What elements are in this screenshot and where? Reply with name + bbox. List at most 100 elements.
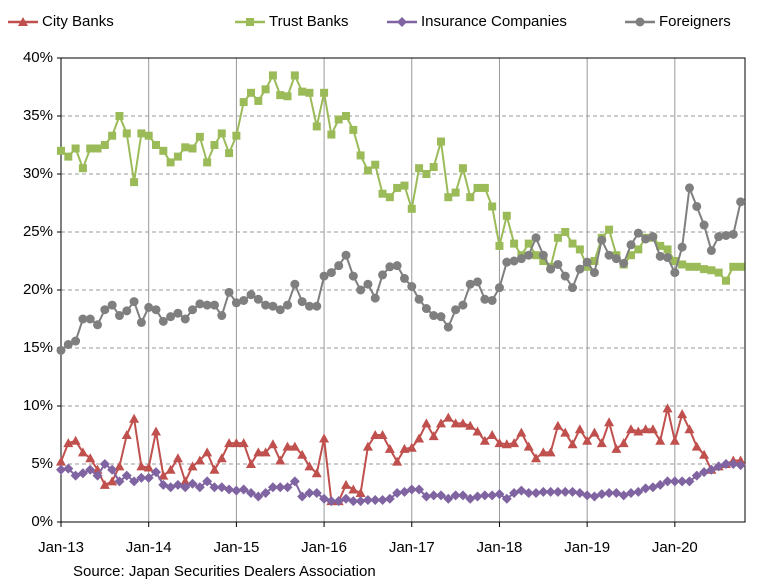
data-point xyxy=(362,494,373,505)
data-point xyxy=(165,464,176,474)
data-point xyxy=(415,164,424,173)
data-point xyxy=(143,462,154,472)
data-point xyxy=(172,453,183,463)
data-point xyxy=(268,301,278,311)
data-point xyxy=(355,488,366,497)
data-point xyxy=(436,490,446,501)
data-point xyxy=(670,257,679,265)
data-point xyxy=(647,424,658,434)
data-point xyxy=(407,282,417,292)
data-point xyxy=(722,276,730,285)
data-point xyxy=(626,240,636,250)
data-point xyxy=(122,306,132,316)
data-point xyxy=(589,268,599,278)
data-point xyxy=(596,438,607,448)
legend-label: Trust Banks xyxy=(269,13,348,30)
data-point xyxy=(158,470,169,480)
data-point xyxy=(56,345,66,355)
data-point xyxy=(348,496,359,507)
data-point xyxy=(238,438,249,448)
data-point xyxy=(728,229,738,239)
data-point xyxy=(348,484,359,494)
data-point xyxy=(655,435,666,445)
data-point xyxy=(384,493,395,504)
data-point xyxy=(546,264,556,274)
data-point xyxy=(604,250,614,260)
data-point xyxy=(194,482,205,493)
data-point xyxy=(538,486,549,497)
data-point xyxy=(538,250,548,260)
data-point xyxy=(253,491,264,502)
data-point xyxy=(304,461,315,471)
data-point xyxy=(260,488,271,498)
data-point xyxy=(523,441,534,451)
data-point xyxy=(524,239,533,248)
data-point xyxy=(574,424,585,434)
legend-label: City Banks xyxy=(42,13,114,30)
data-point xyxy=(78,164,87,173)
data-point xyxy=(239,98,248,107)
data-point xyxy=(501,439,512,449)
legend-marker xyxy=(246,18,254,26)
data-point xyxy=(267,482,278,493)
data-point xyxy=(582,435,593,445)
data-point xyxy=(275,482,286,493)
data-point xyxy=(348,271,358,281)
data-point xyxy=(480,294,490,304)
source-note: Source: Japan Securities Dealers Associa… xyxy=(73,563,376,580)
data-point xyxy=(421,304,431,314)
data-point xyxy=(495,241,504,250)
data-point xyxy=(298,87,307,96)
legend-label: Foreigners xyxy=(659,13,731,30)
data-point xyxy=(260,447,271,457)
data-point xyxy=(282,441,293,451)
data-point xyxy=(589,427,600,437)
data-point xyxy=(728,459,739,469)
data-point xyxy=(129,297,139,307)
data-point xyxy=(355,496,366,507)
data-point xyxy=(202,447,213,457)
data-point xyxy=(714,268,723,277)
legend-marker xyxy=(18,17,28,26)
data-point xyxy=(289,441,300,451)
data-point xyxy=(619,258,629,268)
data-point xyxy=(100,305,110,315)
x-tick-label: Jan-16 xyxy=(301,539,347,556)
data-point xyxy=(597,235,607,245)
data-point xyxy=(70,435,81,445)
data-point xyxy=(729,262,738,271)
data-point xyxy=(136,461,147,471)
data-point xyxy=(443,493,454,504)
data-point xyxy=(479,435,490,445)
data-point xyxy=(516,427,527,437)
data-point xyxy=(458,164,467,173)
data-point xyxy=(85,314,95,324)
data-point xyxy=(560,486,571,497)
data-point xyxy=(334,115,343,124)
data-point xyxy=(311,488,322,498)
data-point xyxy=(57,146,65,155)
data-point xyxy=(552,486,563,497)
data-point xyxy=(217,311,227,321)
data-point xyxy=(356,151,365,160)
data-point xyxy=(510,239,519,248)
data-point xyxy=(180,314,190,324)
data-point xyxy=(319,433,330,443)
data-point xyxy=(663,253,673,263)
data-point xyxy=(700,265,709,274)
x-tick-label: Jan-20 xyxy=(652,539,698,556)
data-point xyxy=(568,283,578,293)
data-point xyxy=(261,85,270,94)
data-point xyxy=(247,88,255,97)
data-point xyxy=(107,464,118,475)
data-point xyxy=(78,314,88,324)
data-point xyxy=(479,490,490,501)
y-tick-label: 20% xyxy=(23,281,53,298)
data-point xyxy=(187,461,198,471)
data-point xyxy=(136,472,147,483)
data-point xyxy=(494,283,504,293)
data-point xyxy=(261,300,271,310)
data-point xyxy=(275,305,285,315)
data-point xyxy=(509,256,519,266)
data-point xyxy=(678,260,687,269)
